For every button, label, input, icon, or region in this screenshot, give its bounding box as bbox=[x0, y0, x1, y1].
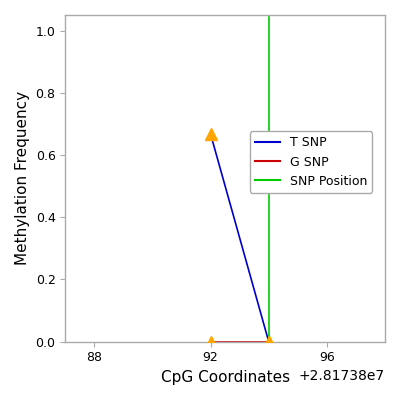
Legend: T SNP, G SNP, SNP Position: T SNP, G SNP, SNP Position bbox=[250, 131, 372, 193]
Y-axis label: Methylation Frequency: Methylation Frequency bbox=[15, 91, 30, 266]
X-axis label: CpG Coordinates: CpG Coordinates bbox=[160, 370, 290, 385]
